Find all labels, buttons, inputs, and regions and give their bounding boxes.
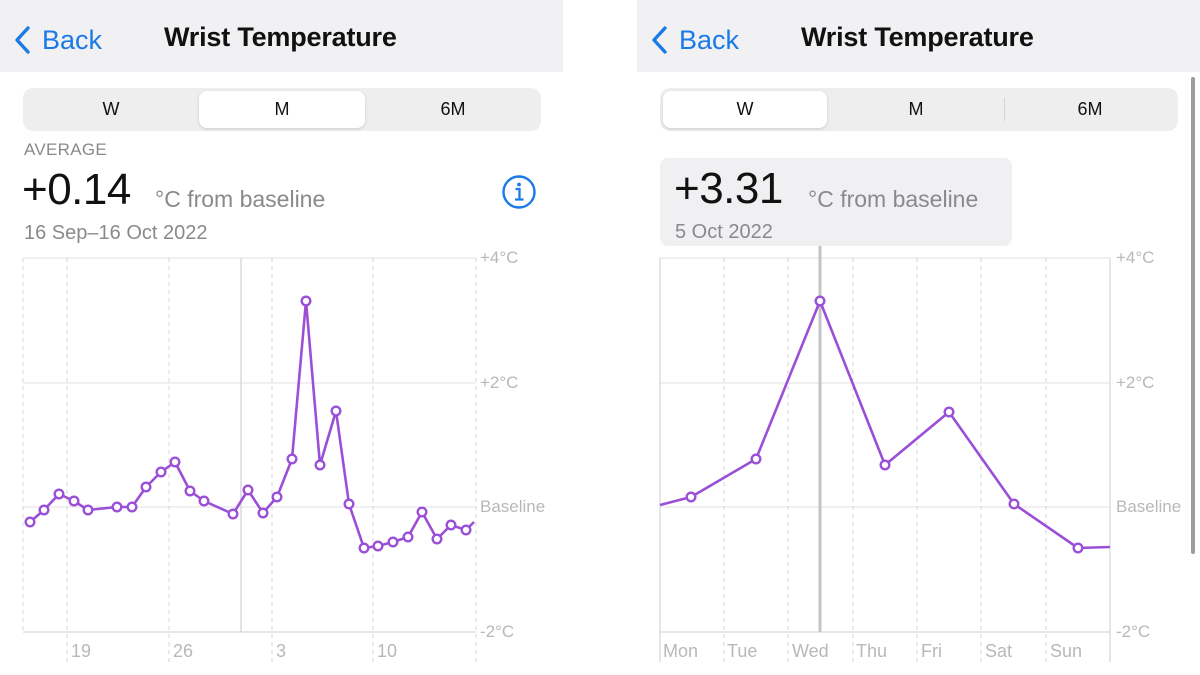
segment-divider [1004, 98, 1005, 121]
chevron-left-icon [15, 26, 30, 54]
page-title: Wrist Temperature [164, 22, 397, 52]
back-button[interactable]: Back [649, 20, 739, 60]
date-range: 16 Sep–16 Oct 2022 [24, 222, 208, 244]
x-axis-label: 10 [377, 641, 398, 661]
y-axis-label-bottom: -2°C [1116, 622, 1151, 641]
time-range-segmented-control: W M 6M [660, 88, 1178, 131]
navigation-bar: Back Wrist Temperature [0, 0, 563, 72]
summary-label: AVERAGE [24, 140, 108, 159]
x-axis-label: 26 [173, 641, 194, 661]
segment-6-months[interactable]: 6M [1077, 99, 1103, 119]
navigation-bar: Back Wrist Temperature [637, 0, 1200, 72]
back-label: Back [42, 24, 103, 55]
x-axis-label-tue: Tue [727, 641, 758, 661]
x-axis-label: 3 [276, 641, 287, 661]
week-view-panel: Back Wrist Temperature W M 6M +3.31 °C f… [637, 0, 1200, 675]
x-axis-label: 19 [71, 641, 92, 661]
y-axis-label-mid: +2°C [1116, 373, 1155, 392]
y-axis-label-bottom: -2°C [480, 622, 515, 641]
selected-unit: °C from baseline [808, 186, 979, 212]
month-chart[interactable] [23, 258, 476, 658]
segment-week[interactable]: W [663, 91, 827, 128]
x-axis-label-thu: Thu [856, 641, 888, 661]
info-button[interactable] [501, 174, 537, 210]
x-axis-label-wed: Wed [792, 641, 829, 661]
segment-6-months[interactable]: 6M [440, 99, 466, 119]
selected-point-callout: +3.31 °C from baseline 5 Oct 2022 [660, 158, 1012, 246]
selected-date: 5 Oct 2022 [675, 221, 773, 243]
x-axis-label-sat: Sat [985, 641, 1013, 661]
x-axis-label-fri: Fri [921, 641, 942, 661]
y-axis-label-top: +4°C [1116, 248, 1155, 267]
average-unit: °C from baseline [155, 186, 326, 212]
month-view-panel: Back Wrist Temperature W M 6M AVERAGE +0… [0, 0, 563, 675]
week-chart[interactable] [660, 258, 1110, 658]
selected-value: +3.31 [674, 164, 783, 213]
x-axis-label-sun: Sun [1050, 641, 1083, 661]
time-range-segmented-control: W M 6M [23, 88, 541, 131]
back-label: Back [679, 24, 740, 55]
vertical-scrollbar[interactable] [1191, 77, 1195, 554]
y-axis-label-mid: +2°C [480, 373, 519, 392]
x-axis-label-mon: Mon [663, 641, 699, 661]
segment-month[interactable]: M [908, 99, 924, 119]
chevron-left-icon [652, 26, 667, 54]
segment-month[interactable]: M [199, 91, 365, 128]
y-axis-label-baseline: Baseline [1116, 497, 1182, 516]
average-value: +0.14 [22, 165, 131, 214]
segment-week[interactable]: W [102, 99, 120, 119]
y-axis-label-baseline: Baseline [480, 497, 546, 516]
page-title: Wrist Temperature [801, 22, 1034, 52]
y-axis-label-top: +4°C [480, 248, 519, 267]
back-button[interactable]: Back [12, 20, 102, 60]
info-circle-icon [502, 175, 536, 209]
